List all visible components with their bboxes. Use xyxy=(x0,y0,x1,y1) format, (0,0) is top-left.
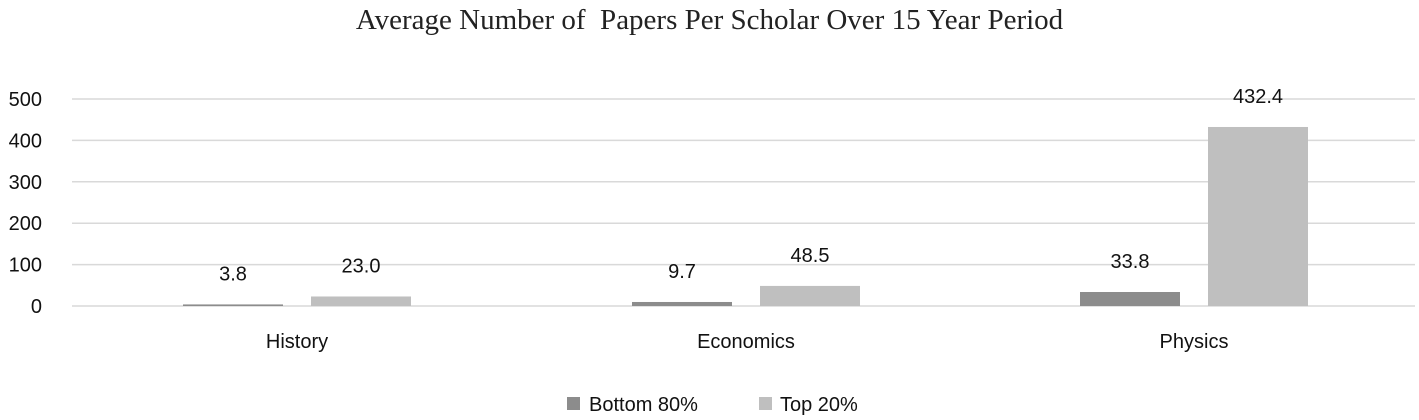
data-label: 48.5 xyxy=(791,245,830,267)
category-label: Economics xyxy=(697,331,795,353)
category-label: Physics xyxy=(1160,331,1229,353)
legend-swatch xyxy=(567,397,580,410)
data-label: 33.8 xyxy=(1111,251,1150,273)
data-label: 9.7 xyxy=(668,261,696,283)
data-label: 432.4 xyxy=(1233,86,1283,108)
y-tick-label: 0 xyxy=(31,296,42,318)
bar xyxy=(632,301,732,306)
y-tick-label: 500 xyxy=(9,89,42,111)
bar xyxy=(1208,126,1308,307)
y-tick-label: 200 xyxy=(9,213,42,235)
legend-swatch xyxy=(759,397,772,410)
chart-title: Average Number of Papers Per Scholar Ove… xyxy=(355,4,1064,36)
data-label: 3.8 xyxy=(219,263,247,285)
legend-label: Top 20% xyxy=(780,394,858,416)
bar xyxy=(311,296,411,306)
bar xyxy=(183,304,283,306)
bar xyxy=(760,285,860,306)
y-tick-label: 100 xyxy=(9,255,42,277)
category-label: History xyxy=(266,331,328,353)
y-tick-label: 300 xyxy=(9,172,42,194)
bar xyxy=(1080,292,1180,306)
data-label: 23.0 xyxy=(342,255,381,277)
legend-label: Bottom 80% xyxy=(589,394,698,416)
y-tick-label: 400 xyxy=(9,130,42,152)
